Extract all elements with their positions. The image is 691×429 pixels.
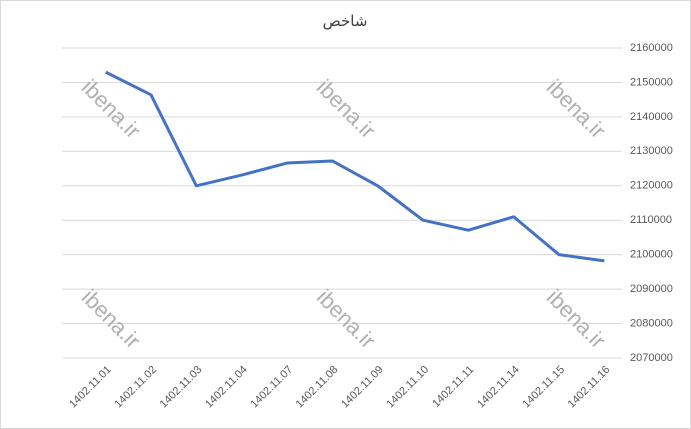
y-tick-label: 2130000 <box>630 145 673 157</box>
y-tick-label: 2110000 <box>630 214 672 226</box>
y-tick-label: 2140000 <box>630 111 673 123</box>
y-tick-label: 2080000 <box>630 317 673 329</box>
y-tick-label: 2150000 <box>630 76 673 88</box>
y-tick-label: 2070000 <box>630 352 673 364</box>
y-tick-label: 2090000 <box>630 283 673 295</box>
chart-title: شاخص <box>323 13 368 30</box>
y-tick-label: 2100000 <box>630 249 673 261</box>
line-series <box>104 70 605 263</box>
y-tick-label: 2120000 <box>630 180 673 192</box>
y-tick-label: 2160000 <box>630 42 673 54</box>
